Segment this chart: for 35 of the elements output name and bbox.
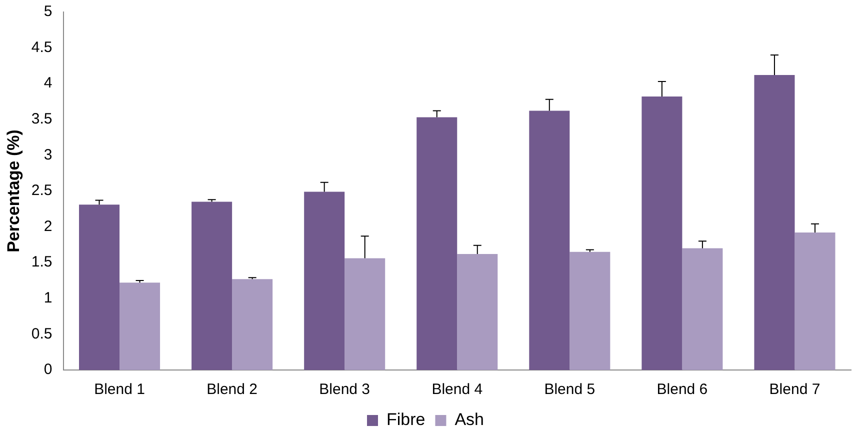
y-tick-label: 5 — [44, 3, 52, 20]
y-tick-label: 3 — [44, 146, 52, 164]
bar — [192, 202, 232, 370]
x-tick-label: Blend 6 — [656, 381, 708, 398]
bar — [457, 254, 498, 370]
y-tick-label: 3.5 — [31, 110, 52, 128]
y-tick-label: 4.5 — [31, 38, 52, 56]
x-tick-label: Blend 4 — [432, 381, 483, 398]
y-tick-label: 4 — [44, 74, 52, 92]
bar — [682, 248, 723, 370]
x-tick-label: Blend 7 — [769, 381, 820, 398]
bar — [304, 192, 345, 370]
y-tick-label: 1 — [44, 290, 52, 307]
x-tick-label: Blend 1 — [94, 381, 145, 398]
y-tick-label: 1.5 — [31, 254, 52, 271]
bar — [344, 258, 386, 370]
bar — [754, 75, 795, 370]
y-tick-label: 2.5 — [31, 182, 52, 200]
x-tick-label: Blend 2 — [206, 381, 258, 398]
y-tick-label: 0 — [44, 361, 52, 378]
bar — [642, 96, 682, 370]
y-tick-label: 2 — [44, 218, 52, 235]
bar — [529, 110, 570, 370]
y-axis-title: Percentage (%) — [4, 130, 23, 252]
x-tick-label: Blend 3 — [319, 381, 370, 398]
legend-label: Ash — [454, 410, 484, 430]
y-tick-label: 0.5 — [31, 325, 52, 342]
bar — [120, 282, 160, 370]
bar — [570, 252, 610, 370]
bar — [794, 232, 836, 370]
legend-label: Fibre — [386, 410, 426, 430]
bar — [79, 204, 120, 370]
x-tick-label: Blend 5 — [544, 381, 596, 398]
bar — [416, 117, 458, 370]
bar — [232, 279, 273, 370]
